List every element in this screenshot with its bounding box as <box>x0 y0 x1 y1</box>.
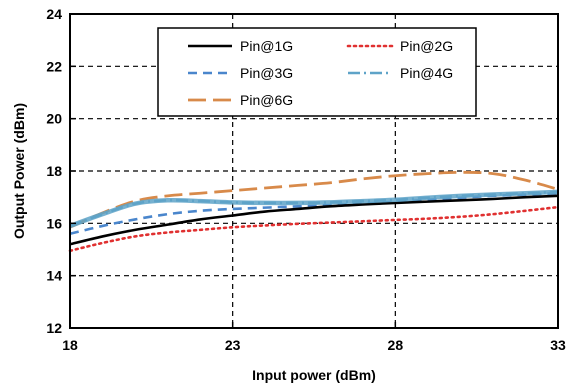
legend-item-pin-4g: Pin@4G <box>348 65 453 81</box>
y-tick-label: 12 <box>46 320 62 336</box>
x-axis-title: Input power (dBm) <box>252 367 376 383</box>
legend-item-pin-6g: Pin@6G <box>188 92 293 108</box>
legend-item-pin-1g: Pin@1G <box>188 38 293 54</box>
x-tick-label: 28 <box>388 337 404 353</box>
legend-label-pin-1g: Pin@1G <box>240 38 293 54</box>
legend-label-pin-4g: Pin@4G <box>400 65 453 81</box>
legend: Pin@1G Pin@2G Pin@3G Pin@4G Pin@6G <box>157 27 477 117</box>
legend-item-pin-2g: Pin@2G <box>346 38 453 54</box>
y-tick-label: 18 <box>46 163 62 179</box>
legend-label-pin-6g: Pin@6G <box>240 92 293 108</box>
y-axis-title: Output Power (dBm) <box>11 103 27 239</box>
y-tick-label: 24 <box>46 6 62 22</box>
y-tick-label: 16 <box>46 215 62 231</box>
y-tick-label: 20 <box>46 111 62 127</box>
series-line-pin-1g <box>69 194 559 246</box>
series-line-pin-6g <box>69 170 559 229</box>
legend-label-pin-2g: Pin@2G <box>400 38 453 54</box>
x-tick-label: 33 <box>550 337 566 353</box>
x-tick-label: 18 <box>62 337 78 353</box>
y-tick-label: 22 <box>46 58 62 74</box>
x-tick-label: 23 <box>225 337 241 353</box>
series-line-pin-2g <box>68 205 560 253</box>
y-tick-label: 14 <box>46 268 62 284</box>
legend-item-pin-3g: Pin@3G <box>188 65 293 81</box>
series-line-pin-4g <box>69 190 559 228</box>
series-line-pin-4g-band <box>69 189 559 229</box>
series-layer <box>68 170 560 253</box>
tick-layer: 12 14 16 18 20 22 24 18 23 28 33 <box>46 6 566 353</box>
legend-label-pin-3g: Pin@3G <box>240 65 293 81</box>
